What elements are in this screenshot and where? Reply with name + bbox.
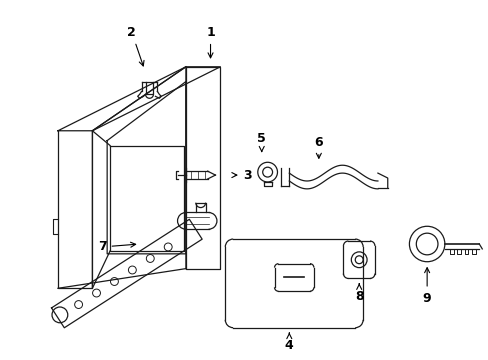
Text: 9: 9 [422,268,430,305]
Text: 8: 8 [354,284,363,303]
Text: 2: 2 [127,26,144,66]
Text: 5: 5 [257,132,265,152]
Text: 1: 1 [206,26,214,58]
Text: 6: 6 [314,136,323,158]
Text: 4: 4 [285,333,293,352]
Text: 7: 7 [98,240,135,253]
Text: 3: 3 [231,168,252,181]
